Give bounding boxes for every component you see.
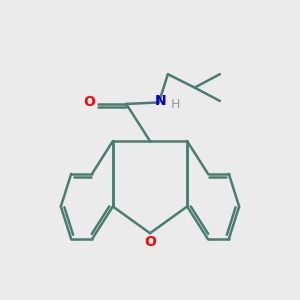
Text: N: N: [155, 94, 167, 108]
Text: O: O: [144, 235, 156, 249]
Text: H: H: [171, 98, 180, 111]
Text: O: O: [83, 95, 95, 110]
